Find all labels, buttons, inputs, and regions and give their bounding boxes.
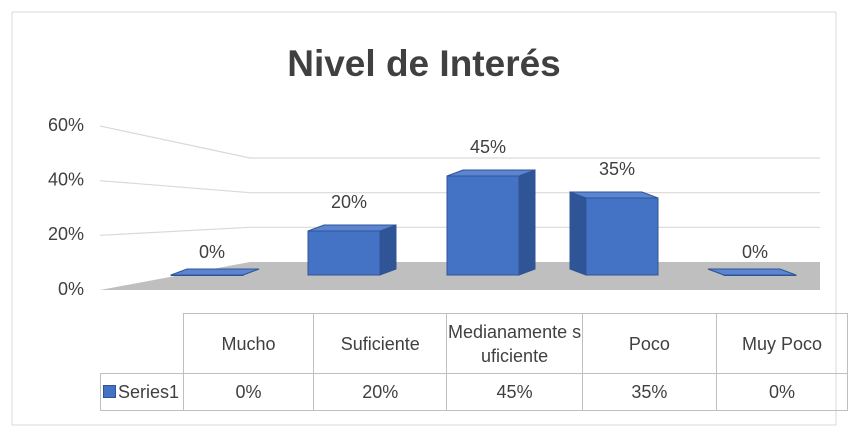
table-value: 20% — [313, 373, 448, 411]
value-label: 45% — [470, 137, 506, 157]
bar-face — [307, 230, 381, 276]
category-label: Poco — [581, 313, 718, 374]
bar — [569, 191, 659, 276]
bar — [707, 268, 797, 276]
y-tick-label: 60% — [48, 115, 84, 135]
category-label: Muy Poco — [716, 313, 848, 374]
bar-face — [170, 274, 244, 276]
bar-face — [307, 224, 397, 232]
bar-face — [585, 197, 659, 276]
legend-entry: Series1 — [99, 373, 185, 411]
bar-face — [707, 268, 797, 276]
value-label: 0% — [199, 242, 225, 262]
value-label: 0% — [742, 242, 768, 262]
category-label: Mucho — [183, 313, 315, 374]
value-label: 20% — [331, 192, 367, 212]
chart-title: Nivel de Interés — [287, 43, 561, 84]
legend-swatch — [103, 385, 116, 398]
bar — [307, 224, 397, 276]
table-value: 45% — [446, 373, 583, 411]
bar-face — [569, 191, 659, 199]
bar-face — [446, 175, 520, 276]
bar-face — [569, 191, 587, 276]
category-label: Suficiente — [313, 313, 448, 374]
bar-face — [379, 224, 397, 276]
y-tick-label: 40% — [48, 169, 84, 189]
bar — [446, 169, 536, 276]
bar-face — [446, 169, 536, 177]
data-table: Mucho Suficiente Medianamente suficiente Po… — [99, 313, 848, 411]
table-value: 35% — [581, 373, 718, 411]
bar-face — [170, 268, 260, 276]
y-tick-label: 0% — [58, 279, 84, 299]
table-value: 0% — [716, 373, 848, 411]
grid-line — [99, 125, 820, 159]
y-tick-label: 20% — [48, 224, 84, 244]
bar-face — [518, 169, 536, 276]
value-row: Series1 0% 20% 45% 35% 0% — [99, 373, 848, 411]
category-label: Medianamente suficiente — [446, 313, 583, 374]
bar-face — [723, 274, 797, 276]
value-label: 35% — [599, 159, 635, 179]
header-row: Mucho Suficiente Medianamente suficiente Po… — [100, 313, 848, 374]
legend-label: Series1 — [118, 382, 180, 402]
bar — [170, 268, 260, 276]
table-value: 0% — [183, 373, 315, 411]
